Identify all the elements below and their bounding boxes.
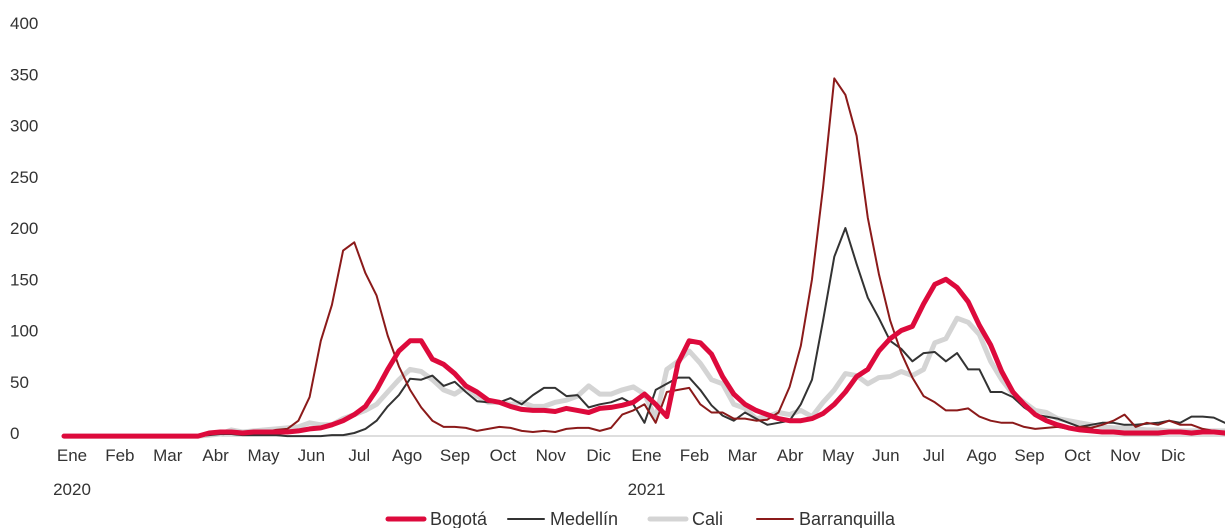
x-tick-label: Ene [57, 446, 87, 465]
x-tick-label: Ene [631, 446, 661, 465]
legend-label: Bogotá [430, 509, 488, 528]
x-tick-label: Dic [1161, 446, 1186, 465]
y-tick-label: 250 [10, 168, 38, 187]
x-tick-label: Feb [680, 446, 709, 465]
year-label: 2020 [53, 480, 91, 499]
legend-label: Medellín [550, 509, 618, 528]
y-axis: 0 50 100 150 200 250 300 350 400 [10, 14, 38, 443]
legend-label: Barranquilla [799, 509, 896, 528]
x-tick-label: Sep [440, 446, 470, 465]
x-tick-label: Mar [153, 446, 183, 465]
y-tick-label: 100 [10, 322, 38, 341]
x-tick-label: Abr [777, 446, 804, 465]
series-line-medellin [63, 227, 1225, 438]
x-tick-label: Nov [536, 446, 567, 465]
x-tick-label: Feb [105, 446, 134, 465]
y-tick-label: 50 [10, 373, 29, 392]
x-tick-label: May [822, 446, 855, 465]
x-tick-label: Abr [202, 446, 229, 465]
x-tick-label: Dic [586, 446, 611, 465]
x-tick-label: May [247, 446, 280, 465]
y-tick-label: 0 [10, 424, 19, 443]
y-tick-label: 150 [10, 270, 38, 289]
year-labels: 2020 2021 [53, 480, 665, 499]
x-tick-label: Ago [967, 446, 997, 465]
y-tick-label: 200 [10, 219, 38, 238]
x-axis: Ene Feb Mar Abr May Jun Jul Ago Sep Oct Nov Dic Ene F… [57, 446, 1186, 465]
y-tick-label: 400 [10, 14, 38, 33]
x-tick-label: Mar [728, 446, 758, 465]
y-tick-label: 350 [10, 65, 38, 84]
series-lines [61, 77, 1225, 439]
x-tick-label: Oct [1064, 446, 1091, 465]
legend: Bogotá Medellín Cali Barranquilla [385, 509, 896, 528]
x-tick-label: Jun [872, 446, 899, 465]
x-tick-label: Oct [490, 446, 517, 465]
x-tick-label: Nov [1110, 446, 1141, 465]
x-tick-label: Ago [392, 446, 422, 465]
x-tick-label: Jul [348, 446, 370, 465]
x-tick-label: Jul [923, 446, 945, 465]
y-tick-label: 300 [10, 117, 38, 136]
year-label: 2021 [628, 480, 666, 499]
series-line-barranquilla [63, 77, 1225, 438]
legend-label: Cali [692, 509, 723, 528]
x-tick-label: Jun [298, 446, 325, 465]
series-line-bogota [61, 276, 1225, 439]
x-tick-label: Sep [1014, 446, 1044, 465]
